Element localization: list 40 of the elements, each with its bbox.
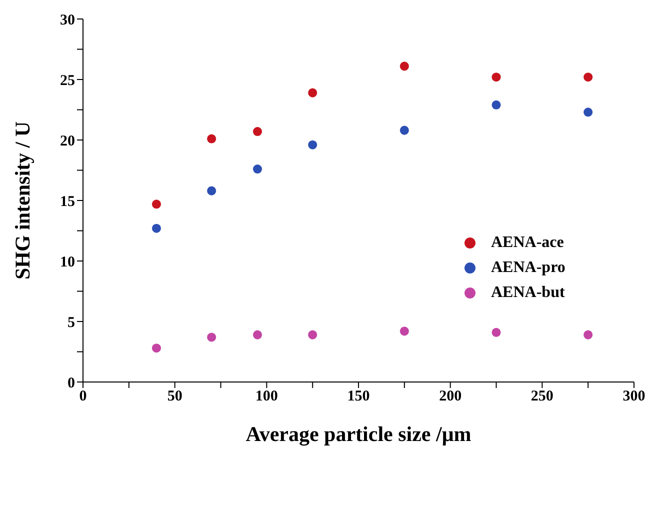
point: [252, 127, 262, 136]
point: [152, 344, 161, 353]
y-tick-label: 30: [60, 12, 75, 28]
point: [207, 186, 216, 196]
y-tick-label: 25: [60, 72, 75, 89]
point: [152, 224, 161, 233]
x-tick-label: 250: [530, 388, 554, 405]
point: [252, 330, 262, 340]
y-axis-title: SHG intensity / U: [10, 121, 34, 280]
x-tick-label: 100: [255, 388, 278, 405]
x-tick-label: 0: [79, 388, 87, 405]
y-tick-label: 0: [68, 375, 75, 392]
point: [492, 72, 501, 82]
x-axis-title: Average particle size /μm: [246, 422, 472, 446]
y-tick-label: 5: [68, 314, 75, 331]
x-tick-label: 200: [439, 388, 462, 405]
point: [207, 332, 216, 342]
point: [400, 62, 409, 71]
point: [152, 200, 161, 209]
legend-label: AENA-pro: [491, 258, 566, 276]
point: [400, 126, 409, 135]
legend-label: AENA-but: [491, 284, 565, 302]
point: [308, 330, 318, 340]
point: [584, 108, 593, 117]
point: [207, 134, 216, 144]
point: [492, 328, 501, 337]
y-tick-label: 20: [60, 133, 75, 150]
x-tick-label: 150: [347, 388, 370, 405]
point: [308, 140, 318, 150]
y-tick-label: 15: [60, 194, 75, 210]
point: [400, 326, 409, 336]
legend-label: AENA-ace: [491, 234, 564, 252]
point: [252, 164, 262, 174]
x-tick-label: 50: [167, 388, 182, 405]
y-tick-label: 10: [60, 254, 75, 270]
point: [308, 88, 318, 98]
x-tick-label: 300: [622, 388, 646, 405]
point: [584, 72, 593, 82]
point: [584, 330, 593, 340]
point: [492, 100, 501, 110]
